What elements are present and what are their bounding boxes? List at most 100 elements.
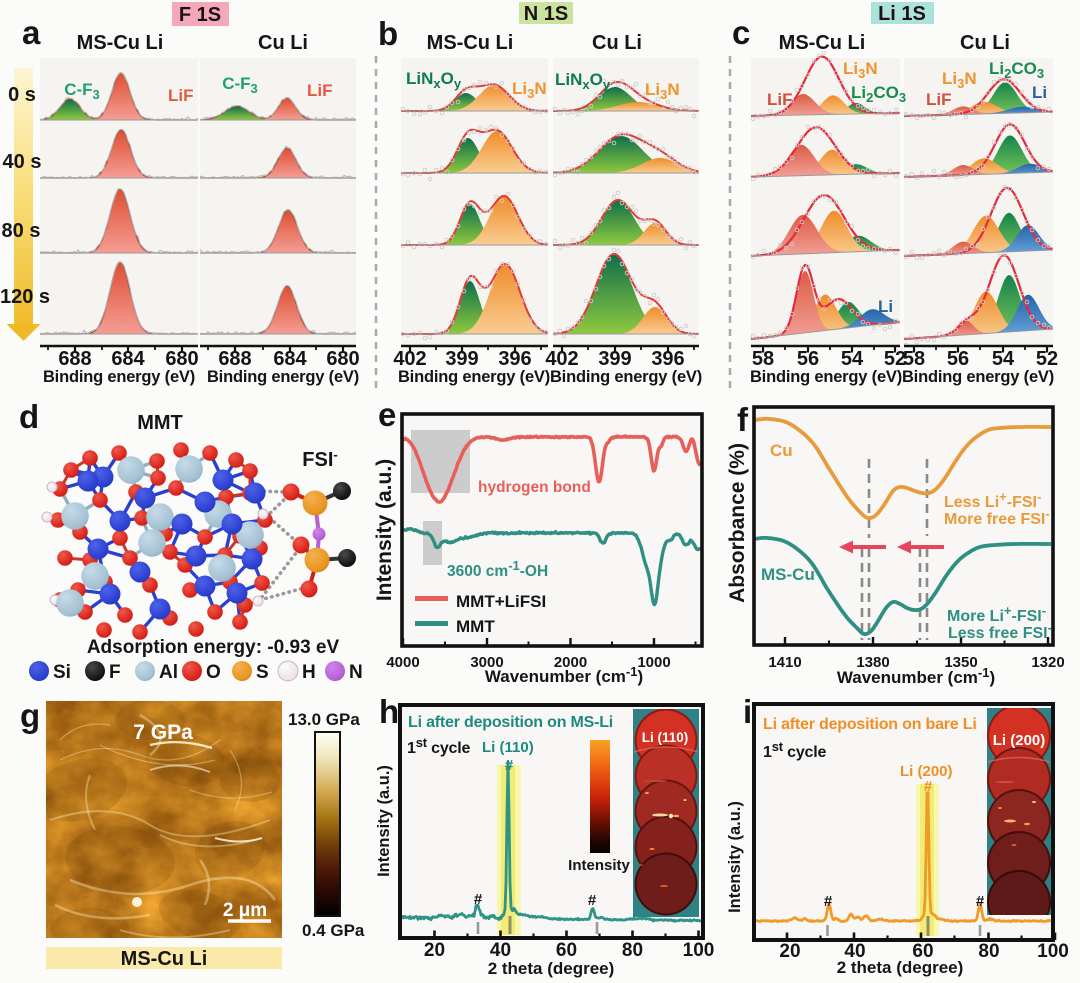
- svg-text:h: h: [379, 693, 399, 730]
- svg-text:Binding energy (eV): Binding energy (eV): [207, 368, 359, 386]
- svg-text:688: 688: [58, 348, 91, 370]
- svg-text:MMT: MMT: [456, 617, 495, 636]
- svg-text:C-F3: C-F3: [222, 74, 258, 96]
- svg-text:Binding energy (eV): Binding energy (eV): [750, 368, 902, 386]
- svg-text:2 theta (degree): 2 theta (degree): [837, 958, 964, 977]
- svg-text:Intensity (a.u.): Intensity (a.u.): [373, 459, 396, 601]
- svg-text:MMT+LiFSI: MMT+LiFSI: [456, 592, 546, 611]
- svg-text:0 s: 0 s: [8, 84, 36, 106]
- svg-text:60: 60: [556, 940, 577, 961]
- svg-text:Li (110): Li (110): [482, 739, 534, 756]
- svg-text:Al: Al: [159, 662, 178, 683]
- svg-text:MS-Cu Li: MS-Cu Li: [77, 32, 164, 54]
- svg-text:80: 80: [622, 940, 643, 961]
- svg-text:Cu Li: Cu Li: [592, 32, 642, 54]
- svg-text:i: i: [743, 693, 752, 730]
- svg-text:S: S: [256, 662, 269, 683]
- svg-text:399: 399: [598, 348, 631, 370]
- svg-text:56: 56: [947, 348, 969, 370]
- svg-text:Li (110): Li (110): [642, 730, 689, 745]
- svg-text:Li2CO3: Li2CO3: [851, 83, 906, 105]
- svg-text:2 theta (degree): 2 theta (degree): [488, 959, 615, 978]
- svg-text:hydrogen bond: hydrogen bond: [478, 479, 591, 496]
- svg-text:Binding energy (eV): Binding energy (eV): [398, 368, 550, 386]
- svg-text:396: 396: [498, 348, 531, 370]
- svg-text:402: 402: [393, 348, 426, 370]
- svg-text:Adsorption energy: -0.93 eV: Adsorption energy: -0.93 eV: [87, 637, 340, 658]
- svg-text:100: 100: [1037, 941, 1069, 962]
- svg-text:52: 52: [1036, 348, 1058, 370]
- svg-text:LiF: LiF: [767, 90, 793, 109]
- svg-text:52: 52: [884, 348, 906, 370]
- svg-text:#: #: [976, 893, 985, 910]
- svg-text:#: #: [474, 891, 483, 908]
- svg-text:60: 60: [912, 941, 933, 962]
- svg-text:#: #: [505, 757, 514, 774]
- svg-text:More Li+-FSI-: More Li+-FSI-: [947, 603, 1046, 625]
- svg-text:396: 396: [651, 348, 684, 370]
- svg-text:O: O: [206, 662, 221, 683]
- svg-text:80 s: 80 s: [2, 220, 41, 242]
- svg-text:1380: 1380: [856, 654, 889, 671]
- svg-text:MMT: MMT: [137, 412, 183, 434]
- svg-text:54: 54: [992, 348, 1015, 370]
- svg-text:LiF: LiF: [168, 86, 194, 105]
- svg-text:f: f: [737, 401, 749, 438]
- svg-text:c: c: [732, 14, 750, 51]
- svg-text:56: 56: [797, 348, 819, 370]
- svg-text:H: H: [302, 662, 316, 683]
- svg-text:Li: Li: [878, 297, 893, 316]
- svg-text:Li (200): Li (200): [900, 763, 953, 780]
- svg-text:Less free FSI-: Less free FSI-: [948, 620, 1052, 642]
- svg-text:1350: 1350: [944, 654, 977, 671]
- svg-text:Intensity (a.u.): Intensity (a.u.): [375, 765, 393, 877]
- svg-text:b: b: [378, 15, 398, 52]
- svg-text:1410: 1410: [768, 654, 801, 671]
- svg-text:20: 20: [779, 941, 800, 962]
- svg-text:684: 684: [273, 348, 307, 370]
- svg-text:80: 80: [978, 941, 999, 962]
- svg-text:a: a: [22, 14, 41, 51]
- svg-text:LiNxOy: LiNxOy: [406, 69, 462, 91]
- svg-text:LiNxOy: LiNxOy: [555, 70, 611, 92]
- svg-text:MS-Cu Li: MS-Cu Li: [779, 32, 866, 54]
- svg-text:C-F3: C-F3: [64, 80, 100, 102]
- svg-text:LiF: LiF: [926, 90, 952, 109]
- svg-text:F 1S: F 1S: [179, 4, 221, 26]
- svg-text:FSI-: FSI-: [302, 447, 337, 471]
- svg-text:40: 40: [844, 941, 865, 962]
- svg-text:MS-Cu: MS-Cu: [761, 565, 815, 584]
- svg-text:e: e: [378, 396, 396, 433]
- svg-text:58: 58: [752, 348, 774, 370]
- svg-text:Li: Li: [1032, 83, 1047, 102]
- svg-text:399: 399: [445, 348, 478, 370]
- svg-text:0.4 GPa: 0.4 GPa: [302, 921, 365, 940]
- svg-text:Wavenumber (cm-1): Wavenumber (cm-1): [485, 664, 643, 686]
- svg-text:40 s: 40 s: [3, 151, 42, 173]
- svg-text:Binding energy (eV): Binding energy (eV): [550, 368, 702, 386]
- svg-text:402: 402: [545, 348, 578, 370]
- svg-text:Li after deposition on MS-Li: Li after deposition on MS-Li: [408, 714, 613, 731]
- svg-text:Less Li+-FSI-: Less Li+-FSI-: [944, 489, 1041, 511]
- svg-text:2000: 2000: [554, 654, 587, 671]
- svg-text:Wavenumber (cm-1): Wavenumber (cm-1): [837, 665, 995, 687]
- svg-text:Cu: Cu: [770, 441, 793, 460]
- svg-text:F: F: [109, 662, 121, 683]
- svg-text:Si: Si: [53, 662, 71, 683]
- svg-text:LiF: LiF: [307, 81, 333, 100]
- svg-text:40: 40: [490, 940, 511, 961]
- svg-text:100: 100: [683, 940, 715, 961]
- svg-text:Cu Li: Cu Li: [258, 32, 308, 54]
- svg-text:Li3N: Li3N: [942, 69, 977, 91]
- svg-text:More free FSI-: More free FSI-: [944, 506, 1050, 528]
- svg-text:1320: 1320: [1031, 654, 1064, 671]
- svg-text:Binding energy (eV): Binding energy (eV): [43, 368, 195, 386]
- svg-text:680: 680: [165, 348, 198, 370]
- svg-text:Intensity: Intensity: [568, 857, 630, 874]
- svg-text:688: 688: [218, 348, 251, 370]
- svg-text:Li 1S: Li 1S: [878, 3, 926, 25]
- svg-text:Li after deposition on bare Li: Li after deposition on bare Li: [763, 716, 977, 733]
- svg-text:3600 cm-1-OH: 3600 cm-1-OH: [447, 558, 548, 580]
- svg-text:54: 54: [841, 348, 864, 370]
- svg-text:#: #: [824, 893, 833, 910]
